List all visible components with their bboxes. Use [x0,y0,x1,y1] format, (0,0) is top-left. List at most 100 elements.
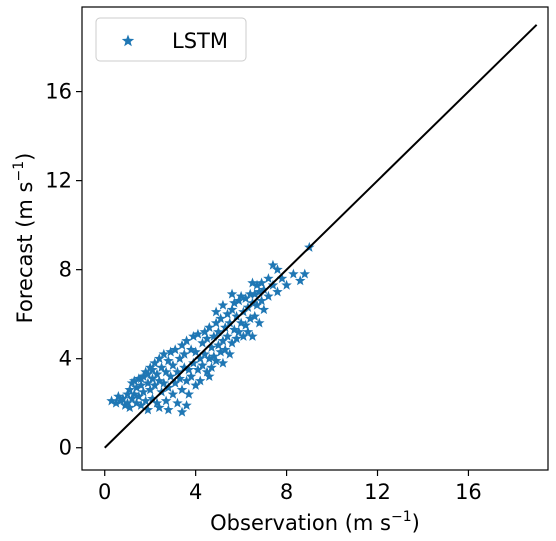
data-point [160,395,172,406]
data-point [131,382,142,393]
y-tick-label: 0 [59,436,72,460]
data-point [219,322,231,332]
data-point [138,371,149,381]
data-point [179,348,190,359]
data-point [210,317,222,328]
y-tick-label: 4 [59,347,72,371]
data-point [299,268,310,279]
data-point [197,359,208,370]
data-point [172,397,183,408]
data-point [181,399,192,410]
data-point [256,277,267,288]
data-point [176,339,188,350]
data-point [117,393,129,404]
data-point [122,397,133,408]
data-point [247,330,258,341]
data-point [242,326,254,337]
data-point [106,395,117,406]
data-point [133,391,145,401]
data-point [185,344,197,355]
data-point [160,366,172,377]
data-point [249,288,260,299]
data-point [222,308,233,319]
data-point [254,286,265,297]
y-tick-label: 16 [45,80,72,104]
data-point [131,397,142,408]
data-point [281,279,292,290]
y-tick-label: 12 [45,169,72,193]
x-tick-label: 12 [364,480,391,504]
data-point [288,268,299,279]
data-point [192,328,204,339]
legend-box [95,17,247,62]
data-point [204,322,215,332]
data-point [142,368,154,379]
data-point [188,330,199,341]
data-point [183,388,195,399]
data-point [144,362,156,373]
data-point [194,353,206,364]
data-point [244,288,256,299]
data-point [129,375,140,386]
data-point [156,362,167,373]
data-point [165,346,176,357]
data-point [206,342,217,353]
data-point [208,330,220,341]
data-point [154,375,165,386]
data-point [258,304,270,315]
data-point [167,359,179,370]
data-point [233,326,245,337]
data-point [122,388,133,399]
data-point [158,348,170,359]
data-point [267,259,279,270]
data-point [229,297,240,308]
data-point [213,339,224,350]
data-point [201,333,213,344]
data-point [154,353,165,364]
data-point [190,346,201,357]
data-point [235,290,247,301]
data-point [226,337,238,348]
data-point [140,366,151,377]
scatter-points [106,241,315,417]
data-point [174,373,185,384]
data-point [110,397,122,408]
data-point [179,362,190,373]
data-point [238,330,249,341]
data-point [181,375,192,386]
data-point [183,364,195,375]
data-point [215,346,226,357]
data-point [172,366,183,377]
data-point [219,344,231,355]
data-point [251,279,263,290]
data-point [229,324,240,335]
data-point [231,310,242,321]
data-point [113,391,124,401]
data-point [163,404,174,415]
data-point [129,388,140,399]
data-point [144,384,156,395]
x-tick-label: 4 [189,480,202,504]
x-tick-label: 8 [280,480,293,504]
data-point [135,399,147,410]
data-point [147,393,158,404]
data-point [204,353,215,364]
data-point [240,319,251,330]
data-point [226,304,238,315]
data-point [188,357,199,368]
data-point [263,273,274,284]
data-point [231,333,242,344]
data-point [256,295,267,306]
data-point [190,379,201,390]
data-point [267,279,279,290]
data-point [154,402,165,413]
reference-line [104,24,538,449]
data-point [233,295,245,306]
data-point [217,335,229,346]
x-axis-label: Observation (m s−1) [210,509,420,535]
plot-frame [81,6,549,471]
data-point [126,393,138,404]
y-tick-label: 8 [59,258,72,282]
data-point [222,330,233,341]
data-point [147,373,158,384]
